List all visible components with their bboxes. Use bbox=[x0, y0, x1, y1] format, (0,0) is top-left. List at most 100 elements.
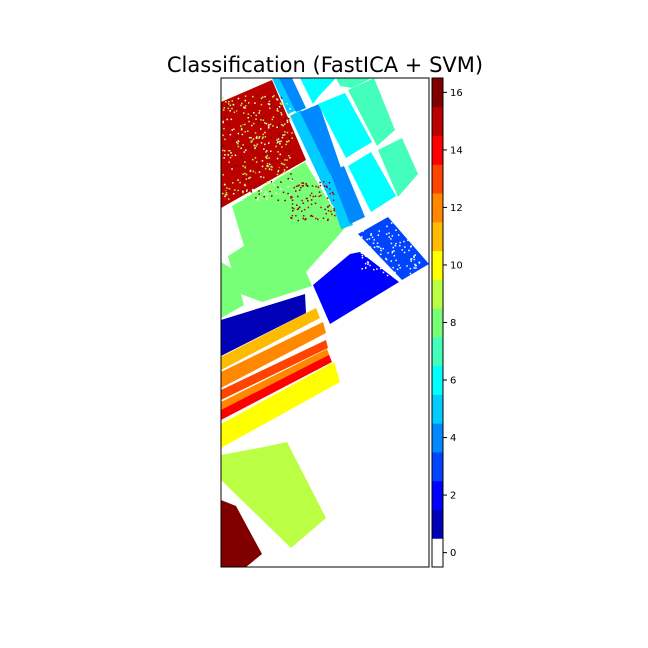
noise-pixel bbox=[266, 163, 269, 165]
noise-pixel bbox=[255, 161, 258, 163]
noise-pixel bbox=[413, 258, 416, 261]
noise-pixel bbox=[222, 144, 224, 147]
noise-pixel bbox=[361, 257, 364, 259]
noise-pixel bbox=[310, 192, 313, 195]
noise-pixel bbox=[296, 204, 298, 206]
noise-pixel bbox=[288, 171, 290, 174]
noise-pixel bbox=[248, 145, 250, 148]
noise-pixel bbox=[263, 187, 265, 190]
noise-pixel bbox=[252, 125, 254, 127]
noise-pixel bbox=[393, 250, 395, 252]
noise-pixel bbox=[282, 163, 284, 165]
colorbar-segment-8 bbox=[432, 308, 443, 338]
noise-pixel bbox=[239, 142, 241, 145]
noise-pixel bbox=[224, 184, 226, 186]
noise-pixel bbox=[283, 134, 286, 136]
noise-pixel bbox=[226, 118, 228, 121]
noise-pixel bbox=[253, 122, 255, 125]
noise-pixel bbox=[287, 192, 289, 195]
noise-pixel bbox=[378, 230, 380, 232]
noise-pixel bbox=[318, 191, 321, 193]
noise-pixel bbox=[390, 238, 392, 240]
noise-pixel bbox=[333, 207, 335, 210]
region-class-16 bbox=[221, 500, 262, 567]
noise-pixel bbox=[240, 193, 242, 195]
noise-pixel bbox=[386, 225, 388, 228]
noise-pixel bbox=[240, 127, 243, 130]
noise-pixel bbox=[252, 115, 254, 117]
noise-pixel bbox=[403, 251, 406, 254]
noise-pixel bbox=[291, 178, 293, 181]
noise-pixel bbox=[256, 135, 258, 138]
noise-pixel bbox=[288, 117, 290, 120]
noise-pixel bbox=[305, 184, 307, 186]
noise-pixel bbox=[378, 262, 380, 264]
noise-pixel bbox=[261, 197, 263, 200]
noise-pixel bbox=[264, 191, 267, 193]
noise-pixel bbox=[248, 137, 251, 139]
noise-pixel bbox=[242, 165, 244, 167]
noise-pixel bbox=[228, 132, 230, 135]
region-class-15 bbox=[221, 80, 306, 208]
noise-pixel bbox=[244, 166, 246, 168]
noise-pixel bbox=[236, 135, 239, 137]
noise-pixel bbox=[223, 98, 226, 101]
noise-pixel bbox=[231, 168, 233, 170]
noise-pixel bbox=[251, 124, 253, 127]
colorbar-segment-3 bbox=[432, 451, 443, 482]
noise-pixel bbox=[248, 118, 251, 120]
noise-pixel bbox=[291, 196, 293, 198]
noise-pixel bbox=[233, 128, 235, 130]
noise-pixel bbox=[291, 199, 294, 201]
noise-pixel bbox=[224, 150, 226, 152]
noise-pixel bbox=[237, 179, 239, 181]
noise-pixel bbox=[251, 139, 254, 142]
noise-pixel bbox=[257, 166, 259, 169]
noise-pixel bbox=[418, 232, 421, 234]
noise-pixel bbox=[260, 119, 262, 121]
noise-pixel bbox=[263, 153, 265, 155]
noise-pixel bbox=[373, 246, 376, 249]
noise-pixel bbox=[262, 176, 265, 179]
noise-pixel bbox=[371, 250, 373, 252]
noise-pixel bbox=[269, 165, 271, 167]
noise-pixel bbox=[258, 112, 260, 114]
noise-pixel bbox=[270, 129, 272, 132]
noise-pixel bbox=[277, 167, 280, 169]
noise-pixel bbox=[291, 137, 293, 139]
noise-pixel bbox=[223, 106, 225, 108]
noise-pixel bbox=[404, 246, 406, 248]
noise-pixel bbox=[240, 147, 242, 149]
noise-pixel bbox=[390, 242, 393, 245]
region-class-14-b bbox=[221, 355, 332, 420]
noise-pixel bbox=[286, 166, 288, 169]
noise-pixel bbox=[258, 120, 260, 122]
noise-pixel bbox=[331, 213, 333, 216]
noise-pixel bbox=[244, 184, 246, 187]
noise-pixel bbox=[388, 232, 390, 234]
noise-pixel bbox=[251, 192, 253, 194]
noise-pixel bbox=[264, 167, 267, 170]
noise-pixel bbox=[232, 140, 234, 143]
noise-pixel bbox=[329, 192, 331, 195]
noise-pixel bbox=[252, 140, 254, 142]
noise-pixel bbox=[273, 127, 275, 129]
noise-pixel bbox=[360, 252, 363, 254]
noise-pixel bbox=[364, 247, 367, 249]
noise-pixel bbox=[242, 146, 244, 148]
noise-pixel bbox=[418, 261, 420, 264]
noise-pixel bbox=[237, 132, 240, 135]
noise-pixel bbox=[391, 251, 394, 254]
noise-pixel bbox=[244, 105, 247, 107]
noise-pixel bbox=[268, 184, 270, 187]
noise-pixel bbox=[395, 259, 397, 262]
noise-pixel bbox=[227, 154, 229, 156]
noise-pixel bbox=[254, 102, 256, 104]
noise-pixel bbox=[272, 180, 274, 183]
noise-pixel bbox=[259, 162, 262, 165]
noise-pixel bbox=[286, 121, 289, 123]
noise-pixel bbox=[228, 161, 230, 163]
noise-pixel bbox=[230, 118, 233, 121]
noise-pixel bbox=[364, 245, 366, 247]
noise-pixel bbox=[262, 133, 264, 136]
